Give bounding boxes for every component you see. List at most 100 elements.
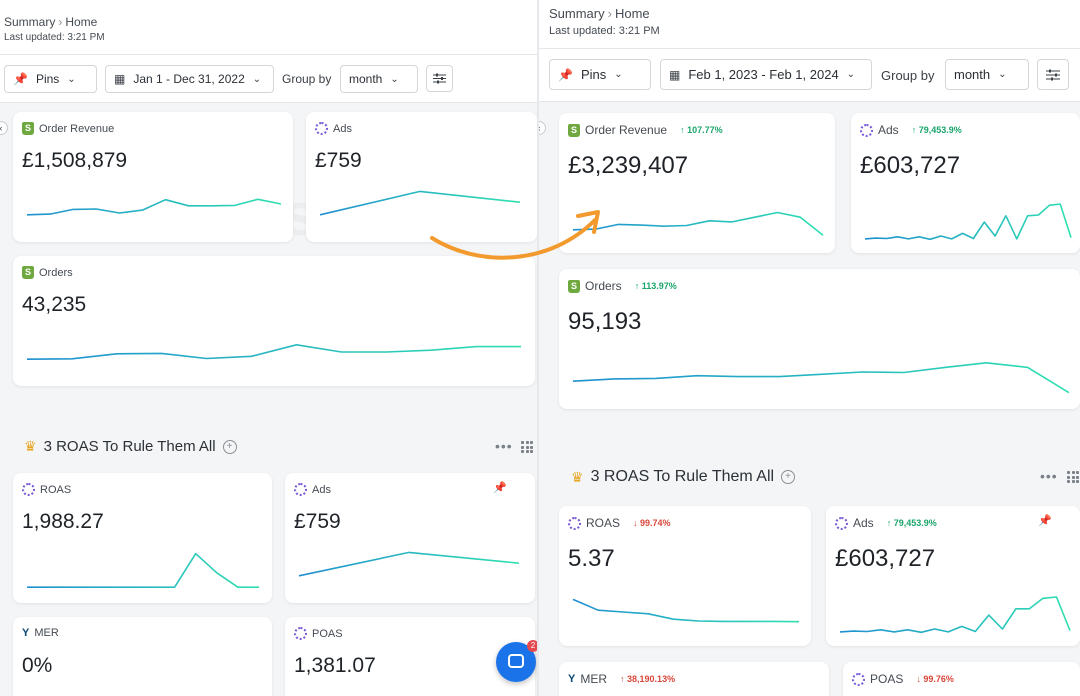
- card-title: MER: [34, 627, 59, 639]
- metric-card-order-revenue[interactable]: S Order Revenue £1,508,879: [13, 112, 293, 242]
- card-title: Ads: [333, 122, 352, 135]
- metric-card-mer[interactable]: Y MER ↑ 38,190.13%: [559, 662, 829, 696]
- group-by-select[interactable]: month ⌄: [945, 59, 1029, 90]
- last-updated: Last updated: 3:21 PM: [4, 32, 105, 43]
- metric-card-ads-pinned[interactable]: Ads 📌 £759: [285, 473, 535, 603]
- card-value: 95,193: [568, 308, 642, 335]
- card-value: 1,988.27: [22, 510, 104, 533]
- ads-platform-icon: [315, 122, 328, 135]
- breadcrumb-summary[interactable]: Summary: [549, 6, 605, 21]
- group-by-value: month: [349, 72, 383, 86]
- card-value: 0%: [22, 654, 53, 677]
- card-value: 43,235: [22, 293, 87, 316]
- card-title: POAS: [312, 627, 343, 640]
- filter-settings-button[interactable]: [426, 65, 453, 92]
- pins-dropdown[interactable]: 📌 Pins ⌄: [549, 59, 651, 90]
- card-value: £603,727: [835, 545, 936, 572]
- chevron-left-icon[interactable]: ‹: [539, 121, 546, 135]
- breadcrumb: Summary › Home: [4, 15, 97, 29]
- chevron-left-icon[interactable]: ‹: [0, 121, 8, 135]
- drag-grid-icon[interactable]: [1067, 471, 1079, 483]
- notification-badge: 2: [527, 640, 537, 652]
- group-by-label: Group by: [282, 72, 332, 86]
- card-title: Order Revenue: [585, 123, 668, 137]
- sparkline-series: [839, 596, 1071, 634]
- sparkline-series: [572, 362, 1070, 394]
- card-title: Ads: [853, 516, 874, 530]
- last-updated: Last updated: 3:21 PM: [549, 25, 660, 37]
- chevron-down-icon: ⌄: [390, 73, 399, 85]
- group-by-value: month: [954, 67, 991, 82]
- dashboard-panel-before: Summary › Home Last updated: 3:21 PM 📌 Pin…: [0, 0, 537, 696]
- pin-icon: 📌: [558, 67, 573, 82]
- chat-launcher-button[interactable]: 2: [496, 640, 537, 682]
- ads-platform-icon: [294, 483, 307, 496]
- date-range-picker[interactable]: ▦ Feb 1, 2023 - Feb 1, 2024 ⌄: [660, 59, 872, 90]
- metric-card-orders[interactable]: S Orders 43,235: [13, 256, 535, 386]
- crown-icon: ♛: [571, 468, 584, 485]
- card-value: £759: [315, 149, 362, 172]
- metric-card-poas[interactable]: POAS 1,381.07: [285, 617, 535, 696]
- sparkline-series: [26, 344, 521, 360]
- card-title: MER: [580, 672, 608, 686]
- date-range-label: Jan 1 - Dec 31, 2022: [133, 72, 245, 86]
- metric-card-ads[interactable]: Ads £759: [306, 112, 537, 242]
- breadcrumb-home[interactable]: Home: [614, 6, 650, 21]
- card-title: Orders: [585, 279, 622, 293]
- chevron-down-icon: ⌄: [846, 69, 856, 80]
- metric-card-poas[interactable]: POAS ↓ 99.76%: [843, 662, 1080, 696]
- breadcrumb-separator-icon: ›: [607, 6, 612, 21]
- drag-grid-icon[interactable]: [521, 441, 533, 453]
- mer-icon: Y: [568, 673, 576, 685]
- ads-platform-icon: [835, 516, 848, 530]
- metric-card-ads-pinned[interactable]: Ads ↑ 79,453.9% 📌 £603,727: [826, 506, 1080, 646]
- sparkline-series: [27, 552, 259, 589]
- blended-icon: [852, 672, 865, 686]
- add-circle-icon[interactable]: +: [781, 470, 796, 484]
- page-header: Summary › Home Last updated: 3:21 PM: [0, 0, 537, 55]
- section-header: ♛ 3 ROAS To Rule Them All +: [571, 468, 796, 486]
- card-value: £603,727: [860, 152, 961, 179]
- pins-dropdown[interactable]: 📌 Pins ⌄: [4, 65, 97, 93]
- calendar-icon: ▦: [669, 67, 681, 82]
- group-by-select[interactable]: month ⌄: [340, 65, 418, 93]
- metric-card-orders[interactable]: S Orders ↑ 113.97% 95,193: [559, 269, 1080, 409]
- metric-card-ads[interactable]: Ads ↑ 79,453.9% £603,727: [851, 113, 1080, 253]
- section-title: 3 ROAS To Rule Them All: [43, 438, 216, 455]
- more-options-icon[interactable]: •••: [1040, 468, 1058, 484]
- card-value: 1,381.07: [294, 654, 376, 677]
- card-title: ROAS: [40, 483, 72, 496]
- group-by-label: Group by: [881, 68, 935, 83]
- card-title: Order Revenue: [39, 122, 115, 135]
- card-title: POAS: [870, 672, 904, 686]
- metric-card-mer[interactable]: Y MER 0%: [13, 617, 272, 696]
- card-value: £1,508,879: [22, 149, 128, 172]
- add-circle-icon[interactable]: +: [222, 439, 237, 454]
- sparkline-series: [26, 198, 282, 216]
- section-header: ♛ 3 ROAS To Rule Them All +: [24, 438, 237, 455]
- pins-label: Pins: [580, 67, 607, 82]
- card-title: Orders: [39, 266, 73, 279]
- metric-card-order-revenue[interactable]: S Order Revenue ↑ 107.77% £3,239,407: [559, 113, 835, 253]
- shopify-icon: S: [22, 266, 34, 279]
- card-title: ROAS: [586, 516, 621, 530]
- chevron-down-icon: ⌄: [67, 73, 76, 85]
- breadcrumb-separator-icon: ›: [58, 15, 63, 29]
- chat-bubble-icon: [508, 654, 524, 668]
- blended-icon: [294, 627, 307, 640]
- pin-icon[interactable]: 📌: [1038, 515, 1052, 527]
- comparison-arrow-icon: [430, 210, 600, 260]
- change-badge-down: ↑ 38,190.13%: [620, 674, 676, 684]
- metric-card-roas[interactable]: ROAS 1,988.27: [13, 473, 272, 603]
- date-range-picker[interactable]: ▦ Jan 1 - Dec 31, 2022 ⌄: [105, 65, 274, 93]
- breadcrumb-summary[interactable]: Summary: [4, 15, 56, 29]
- card-value: £759: [294, 510, 341, 533]
- filter-settings-button[interactable]: [1037, 59, 1069, 90]
- card-title: Ads: [312, 483, 331, 496]
- more-options-icon[interactable]: •••: [495, 438, 513, 454]
- pin-icon[interactable]: 📌: [493, 482, 507, 494]
- metric-card-roas[interactable]: ROAS ↓ 99.74% 5.37: [559, 506, 811, 646]
- breadcrumb-home[interactable]: Home: [65, 15, 98, 29]
- sliders-icon: [1046, 69, 1060, 80]
- chevron-down-icon: ⌄: [252, 73, 262, 85]
